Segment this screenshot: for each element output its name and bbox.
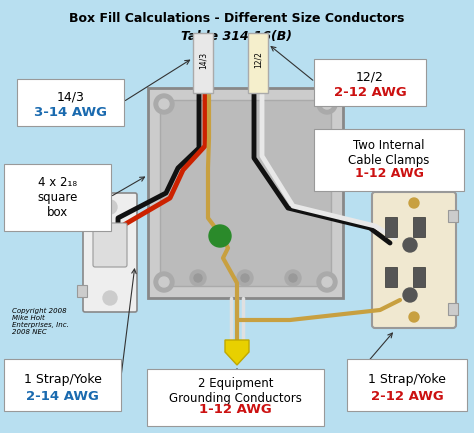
FancyBboxPatch shape <box>83 193 137 312</box>
Circle shape <box>154 272 174 292</box>
FancyBboxPatch shape <box>347 359 467 411</box>
Circle shape <box>190 270 206 286</box>
FancyBboxPatch shape <box>147 369 324 426</box>
FancyBboxPatch shape <box>77 215 87 227</box>
Text: Box Fill Calculations - Different Size Conductors: Box Fill Calculations - Different Size C… <box>69 12 405 25</box>
Circle shape <box>154 94 174 114</box>
FancyBboxPatch shape <box>385 267 397 287</box>
Circle shape <box>103 200 117 214</box>
Text: 2-12 AWG: 2-12 AWG <box>371 390 443 403</box>
FancyBboxPatch shape <box>314 59 426 106</box>
Circle shape <box>159 277 169 287</box>
Text: 12/2: 12/2 <box>356 71 384 84</box>
Text: 1 Strap/Yoke: 1 Strap/Yoke <box>24 372 101 385</box>
FancyBboxPatch shape <box>248 33 268 93</box>
Text: Two Internal
Cable Clamps: Two Internal Cable Clamps <box>348 139 430 167</box>
Circle shape <box>322 99 332 109</box>
Circle shape <box>409 198 419 208</box>
Circle shape <box>285 270 301 286</box>
FancyBboxPatch shape <box>160 100 331 286</box>
Circle shape <box>237 270 253 286</box>
Text: Copyright 2008
Mike Holt
Enterprises, Inc.
2008 NEC: Copyright 2008 Mike Holt Enterprises, In… <box>12 308 69 335</box>
FancyBboxPatch shape <box>148 88 343 298</box>
Circle shape <box>317 94 337 114</box>
FancyBboxPatch shape <box>93 223 127 267</box>
Text: 2-14 AWG: 2-14 AWG <box>26 390 99 403</box>
Text: 2-12 AWG: 2-12 AWG <box>334 86 406 99</box>
Text: 4 x 2₁₈
square
box: 4 x 2₁₈ square box <box>37 176 78 219</box>
Circle shape <box>241 274 249 282</box>
Circle shape <box>317 272 337 292</box>
Text: 14/3: 14/3 <box>199 52 208 68</box>
FancyBboxPatch shape <box>314 129 464 191</box>
Circle shape <box>403 238 417 252</box>
Text: 1-12 AWG: 1-12 AWG <box>199 403 272 416</box>
FancyBboxPatch shape <box>413 217 425 237</box>
FancyBboxPatch shape <box>193 33 213 93</box>
FancyBboxPatch shape <box>4 359 121 411</box>
Text: 3-14 AWG: 3-14 AWG <box>34 106 107 119</box>
FancyBboxPatch shape <box>413 267 425 287</box>
FancyBboxPatch shape <box>448 303 458 315</box>
Circle shape <box>159 99 169 109</box>
Text: 12/2: 12/2 <box>254 52 263 68</box>
FancyBboxPatch shape <box>448 210 458 222</box>
FancyBboxPatch shape <box>4 164 111 231</box>
FancyBboxPatch shape <box>372 192 456 328</box>
Circle shape <box>322 277 332 287</box>
Text: Table 314.16(B): Table 314.16(B) <box>182 30 292 43</box>
Circle shape <box>289 274 297 282</box>
Text: 14/3: 14/3 <box>56 90 84 103</box>
FancyBboxPatch shape <box>17 79 124 126</box>
FancyBboxPatch shape <box>385 217 397 237</box>
Polygon shape <box>225 340 249 365</box>
Circle shape <box>209 225 231 247</box>
Circle shape <box>194 274 202 282</box>
Text: 1-12 AWG: 1-12 AWG <box>355 167 423 180</box>
Circle shape <box>103 291 117 305</box>
Text: 1 Strap/Yoke: 1 Strap/Yoke <box>368 372 446 385</box>
FancyBboxPatch shape <box>77 285 87 297</box>
Circle shape <box>403 288 417 302</box>
Circle shape <box>409 312 419 322</box>
Text: 2 Equipment
Grounding Conductors: 2 Equipment Grounding Conductors <box>169 377 302 405</box>
